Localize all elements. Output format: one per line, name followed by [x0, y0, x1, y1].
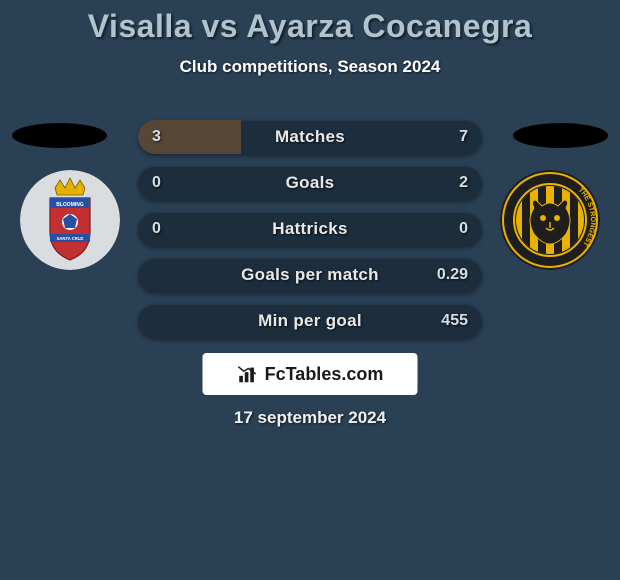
club-badge-right-svg: THE STRONGEST: [500, 170, 600, 270]
bar-label: Goals per match: [138, 258, 482, 292]
player-shadow-right: [513, 123, 608, 148]
bar-value-right: 7: [459, 120, 468, 154]
club-badge-right: THE STRONGEST: [500, 170, 600, 270]
bar-row-goals-per-match: Goals per match 0.29: [138, 258, 482, 292]
brand-text: FcTables.com: [265, 364, 384, 385]
bar-row-min-per-goal: Min per goal 455: [138, 304, 482, 338]
bar-label: Goals: [138, 166, 482, 200]
bar-row-matches: 3 Matches 7: [138, 120, 482, 154]
club-badge-left-svg: BLOOMING SANTA CRUZ: [20, 170, 120, 270]
stats-bars: 3 Matches 7 0 Goals 2 0 Hattricks 0 Goal…: [138, 120, 482, 338]
bar-value-right: 455: [441, 304, 468, 338]
bar-value-right: 2: [459, 166, 468, 200]
club-badge-left: BLOOMING SANTA CRUZ: [20, 170, 120, 270]
bar-label: Matches: [138, 120, 482, 154]
page-title: Visalla vs Ayarza Cocanegra: [0, 0, 620, 45]
bar-label: Hattricks: [138, 212, 482, 246]
svg-text:SANTA CRUZ: SANTA CRUZ: [57, 236, 84, 241]
svg-text:BLOOMING: BLOOMING: [56, 202, 84, 208]
bar-value-right: 0.29: [437, 258, 468, 292]
page-subtitle: Club competitions, Season 2024: [0, 57, 620, 77]
bar-row-hattricks: 0 Hattricks 0: [138, 212, 482, 246]
bar-row-goals: 0 Goals 2: [138, 166, 482, 200]
bar-value-right: 0: [459, 212, 468, 246]
footer-date: 17 september 2024: [0, 408, 620, 428]
player-shadow-left: [12, 123, 107, 148]
bar-label: Min per goal: [138, 304, 482, 338]
brand-box: FcTables.com: [203, 353, 418, 395]
chart-bar-icon: [237, 363, 259, 385]
